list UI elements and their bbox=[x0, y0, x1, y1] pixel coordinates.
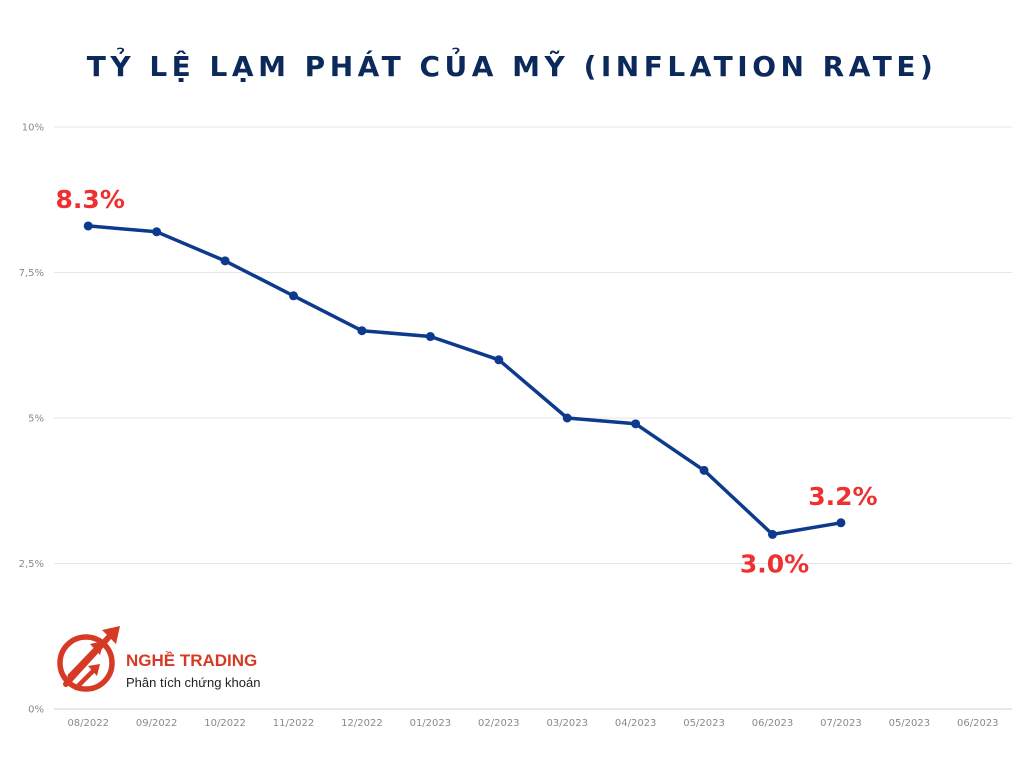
data-point bbox=[220, 256, 230, 266]
y-tick-label: 5% bbox=[28, 414, 44, 425]
axes: 0% 2,5% 5% 7,5% 10% 08/2022 09/2022 10/2022 11/2… bbox=[19, 123, 1012, 729]
data-point bbox=[631, 419, 641, 429]
x-tick-label: 05/2023 bbox=[683, 718, 725, 729]
y-tick-label: 7,5% bbox=[19, 268, 44, 279]
x-tick-label: 06/2023 bbox=[752, 718, 794, 729]
data-point bbox=[836, 518, 846, 528]
x-tick-label: 08/2022 bbox=[67, 718, 109, 729]
data-point bbox=[562, 413, 572, 423]
x-tick-label: 01/2023 bbox=[410, 718, 452, 729]
x-tick-label: 02/2023 bbox=[478, 718, 520, 729]
data-label-annotation: 8.3% bbox=[56, 185, 125, 214]
data-point bbox=[425, 332, 435, 342]
y-tick-label: 2,5% bbox=[19, 559, 44, 570]
series-line bbox=[86, 224, 843, 537]
x-tick-label: 11/2022 bbox=[273, 718, 315, 729]
brand-tagline: Phân tích chứng khoán bbox=[126, 675, 261, 690]
data-point bbox=[494, 355, 504, 365]
x-tick-label: 05/2023 bbox=[889, 718, 931, 729]
x-tick-label: 04/2023 bbox=[615, 718, 657, 729]
x-tick-label: 12/2022 bbox=[341, 718, 383, 729]
data-label-annotation: 3.2% bbox=[808, 482, 877, 511]
series-inflation-rate bbox=[83, 221, 846, 539]
data-point bbox=[289, 291, 298, 301]
data-point bbox=[83, 221, 93, 231]
x-tick-label: 07/2023 bbox=[820, 718, 862, 729]
data-point bbox=[357, 326, 367, 336]
y-tick-label: 0% bbox=[28, 705, 44, 716]
y-tick-label: 10% bbox=[22, 123, 44, 134]
grid-lines bbox=[54, 126, 1012, 564]
x-tick-label: 10/2022 bbox=[204, 718, 246, 729]
x-tick-label: 09/2022 bbox=[136, 718, 178, 729]
data-label-annotation: 3.0% bbox=[740, 549, 809, 578]
x-tick-label: 06/2023 bbox=[957, 718, 999, 729]
data-point bbox=[699, 465, 709, 475]
brand-name: NGHỀ TRADING bbox=[126, 651, 258, 670]
data-point bbox=[152, 227, 162, 237]
brand-logo: NGHỀ TRADING Phân tích chứng khoán bbox=[56, 626, 276, 696]
data-point bbox=[768, 529, 777, 539]
chart-title: TỶ LỆ LẠM PHÁT CỦA MỸ (INFLATION RATE) bbox=[86, 50, 938, 83]
growth-arrows-icon bbox=[57, 626, 120, 692]
data-labels: 8.3% 3.0% 3.2% bbox=[56, 185, 878, 578]
x-tick-label: 03/2023 bbox=[546, 718, 588, 729]
